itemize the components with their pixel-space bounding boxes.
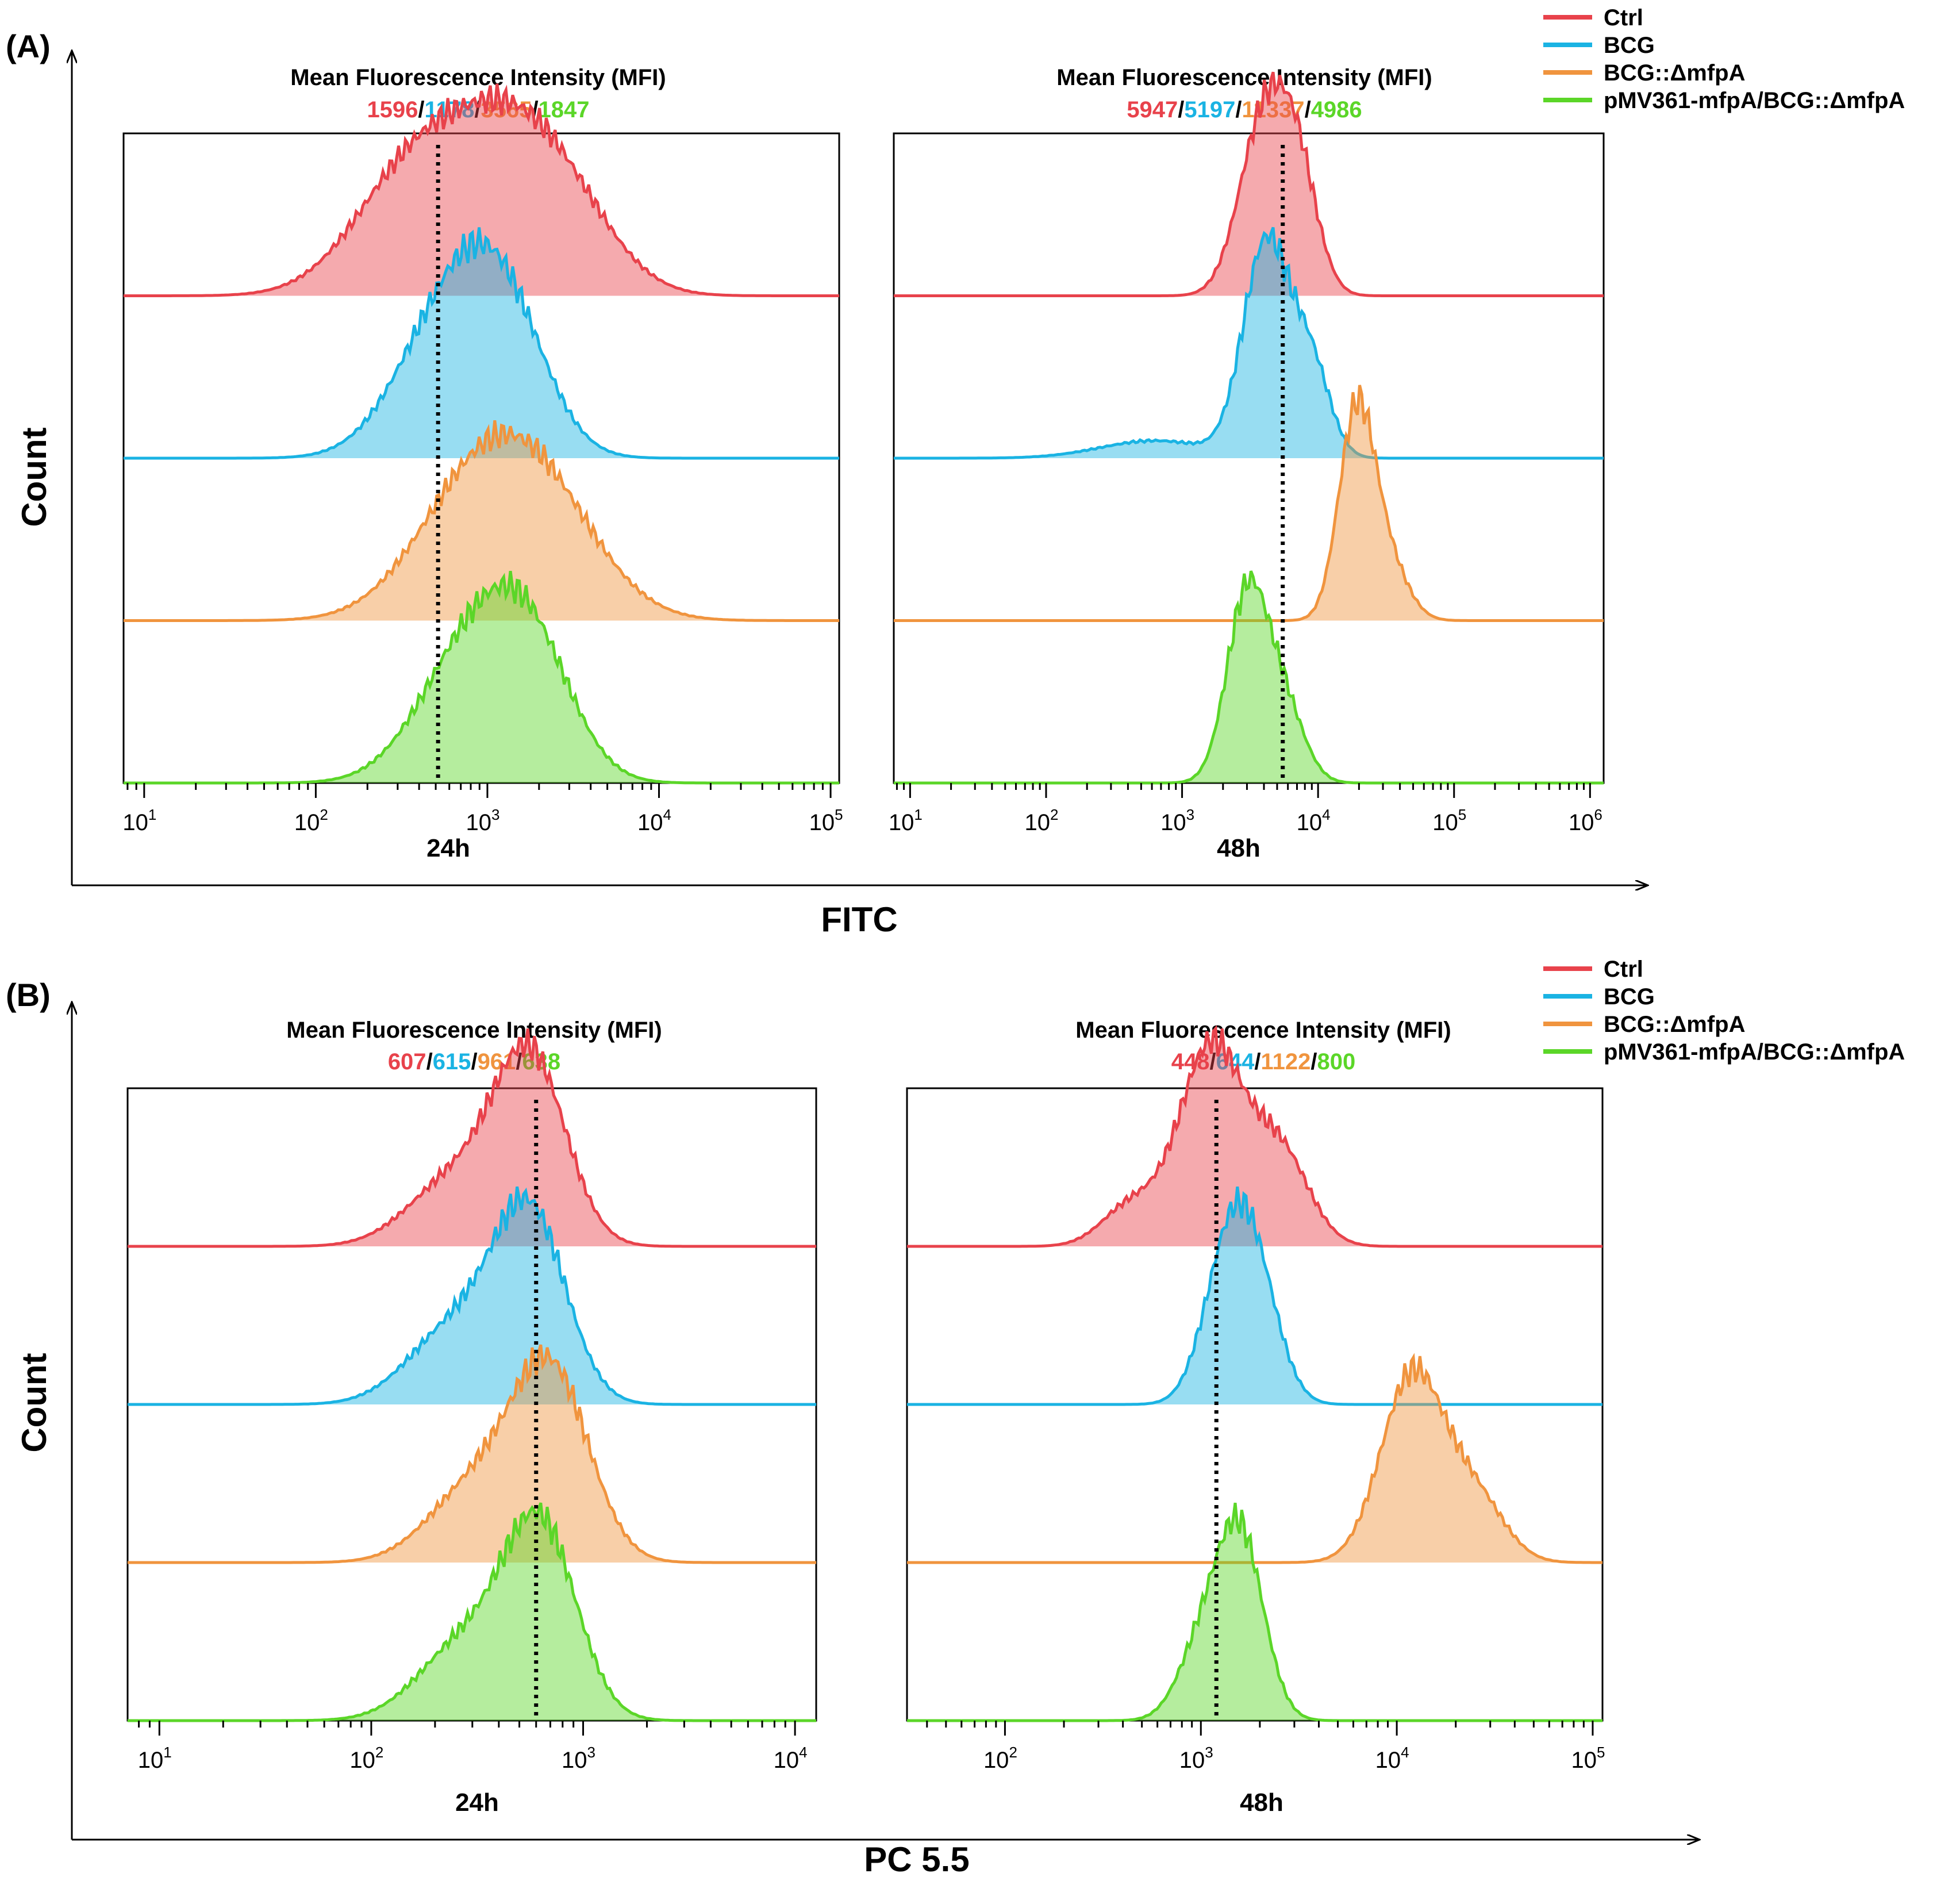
legend-label-bcg: BCG [1604, 984, 1655, 1009]
panel-b-ylabel: Count [15, 1353, 53, 1452]
histogram-line-bcg [128, 1186, 816, 1406]
mfi-title: Mean Fluorescence Intensity (MFI) [286, 1018, 662, 1043]
tick-label: 104 [637, 806, 671, 835]
mfi-title: Mean Fluorescence Intensity (MFI) [290, 65, 666, 90]
mfi-bcg: 5197 [1184, 97, 1235, 122]
tick-label: 106 [1569, 806, 1602, 835]
mfi-title: Mean Fluorescence Intensity (MFI) [1075, 1018, 1451, 1043]
tick-label: 103 [1160, 806, 1194, 835]
panel-a-label: (A) [6, 28, 51, 64]
legend-entry-bcg: BCG [1543, 984, 1655, 1009]
histogram-fill-bcg [128, 1187, 816, 1404]
tick-label: 101 [889, 806, 923, 835]
legend-label-comp: pMV361-mfpA/BCG::ΔmfpA [1604, 1039, 1905, 1065]
legend-entry-ctrl: Ctrl [1543, 957, 1643, 982]
mfi-mut: 1122 [1261, 1049, 1311, 1074]
legend-entry-comp: pMV361-mfpA/BCG::ΔmfpA [1543, 1039, 1905, 1065]
histogram-fill-comp [124, 571, 839, 783]
mfi-ctrl: 607 [388, 1049, 426, 1074]
mfi-comp: 800 [1317, 1049, 1355, 1074]
tick-label: 102 [983, 1744, 1017, 1773]
tick-label: 103 [466, 806, 499, 835]
histogram-fill-ctrl [128, 1028, 816, 1246]
legend-label-ctrl: Ctrl [1604, 5, 1643, 30]
panel-b-xlabel: PC 5.5 [864, 1840, 969, 1877]
legend-entry-bcg: BCG [1543, 33, 1655, 58]
legend-entry-mut: BCG::ΔmfpA [1543, 1012, 1745, 1037]
plot-b-48h: Mean Fluorescence Intensity (MFI) 448/64… [906, 1018, 1605, 1817]
tick-label: 105 [809, 806, 843, 835]
histogram-fill-ctrl [907, 1028, 1602, 1246]
histogram-fill-mut [128, 1345, 816, 1563]
histogram-fill-mut [124, 420, 839, 621]
tick-label: 101 [138, 1744, 172, 1773]
panel-a-ylabel: Count [15, 427, 53, 527]
histogram-line-mut [128, 1344, 816, 1564]
legend-label-bcg: BCG [1604, 33, 1655, 58]
plot-a-24h: Mean Fluorescence Intensity (MFI) 1596/1… [122, 65, 843, 862]
tick-label: 104 [1375, 1744, 1409, 1773]
legend-label-mut: BCG::ΔmfpA [1604, 1012, 1745, 1037]
panel-b: (B) Count PC 5.5 Mean Fluorescence Inten… [6, 957, 1905, 1877]
mfi-ctrl: 1596 [367, 97, 418, 122]
mfi-comp: 4986 [1311, 97, 1362, 122]
legend-entry-mut: BCG::ΔmfpA [1543, 60, 1745, 86]
tick-label: 104 [774, 1744, 808, 1773]
histogram-line-mut [124, 420, 839, 622]
histogram-line-bcg [907, 1186, 1602, 1406]
histogram-fill-mut [907, 1356, 1602, 1563]
legend-b: Ctrl BCG BCG::ΔmfpA pMV361-mfpA/BCG::Δmf… [1543, 957, 1905, 1065]
legend-entry-comp: pMV361-mfpA/BCG::ΔmfpA [1543, 88, 1905, 113]
histogram-line-comp [894, 570, 1604, 785]
legend-entry-ctrl: Ctrl [1543, 5, 1643, 30]
tick-label: 105 [1571, 1744, 1605, 1773]
histogram-fill-comp [128, 1503, 816, 1721]
histogram-line-mut [894, 385, 1604, 622]
legend-label-comp: pMV361-mfpA/BCG::ΔmfpA [1604, 88, 1905, 113]
tick-label: 102 [349, 1744, 383, 1773]
tick-label: 105 [1432, 806, 1466, 835]
tick-label: 102 [1024, 806, 1058, 835]
time-label: 48h [1240, 1788, 1283, 1817]
panel-b-label: (B) [6, 977, 51, 1013]
histogram-line-ctrl [128, 1028, 816, 1248]
histogram-line-comp [124, 570, 839, 785]
time-label: 24h [426, 834, 470, 862]
plot-a-48h: Mean Fluorescence Intensity (MFI) 5947/5… [889, 65, 1605, 862]
time-label: 48h [1217, 834, 1260, 862]
plot-b-24h: Mean Fluorescence Intensity (MFI) 607/61… [126, 1018, 817, 1817]
histogram-line-bcg [124, 227, 839, 460]
tick-label: 104 [1297, 806, 1331, 835]
histogram-line-ctrl [124, 83, 839, 297]
histogram-fill-ctrl [894, 72, 1604, 296]
tick-label: 102 [294, 806, 328, 835]
histogram-line-mut [907, 1353, 1602, 1564]
panel-a-xlabel: FITC [821, 900, 897, 939]
tick-label: 101 [122, 806, 156, 835]
panel-a: (A) Count FITC Mean Fluorescence Intensi… [6, 5, 1905, 939]
histogram-fill-bcg [907, 1187, 1602, 1404]
mfi-values: 5947/5197/11337/4986 [1127, 97, 1362, 122]
tick-label: 103 [562, 1744, 595, 1773]
histogram-fill-comp [907, 1503, 1602, 1721]
histogram-fill-ctrl [124, 83, 839, 296]
time-label: 24h [455, 1788, 499, 1817]
histogram-fill-comp [894, 571, 1604, 783]
histogram-line-comp [128, 1502, 816, 1722]
mfi-bcg: 615 [433, 1049, 471, 1074]
histogram-line-ctrl [907, 1025, 1602, 1248]
histogram-fill-bcg [124, 227, 839, 458]
histogram-line-ctrl [894, 71, 1604, 297]
tick-label: 103 [1179, 1744, 1213, 1773]
legend-a: Ctrl BCG BCG::ΔmfpA pMV361-mfpA/BCG::Δmf… [1543, 5, 1905, 113]
histogram-fill-bcg [894, 227, 1604, 458]
mfi-title: Mean Fluorescence Intensity (MFI) [1056, 65, 1432, 90]
histogram-line-bcg [894, 227, 1604, 460]
legend-label-mut: BCG::ΔmfpA [1604, 60, 1745, 86]
legend-label-ctrl: Ctrl [1604, 957, 1643, 982]
mfi-ctrl: 5947 [1127, 97, 1178, 122]
histogram-line-comp [907, 1502, 1602, 1722]
